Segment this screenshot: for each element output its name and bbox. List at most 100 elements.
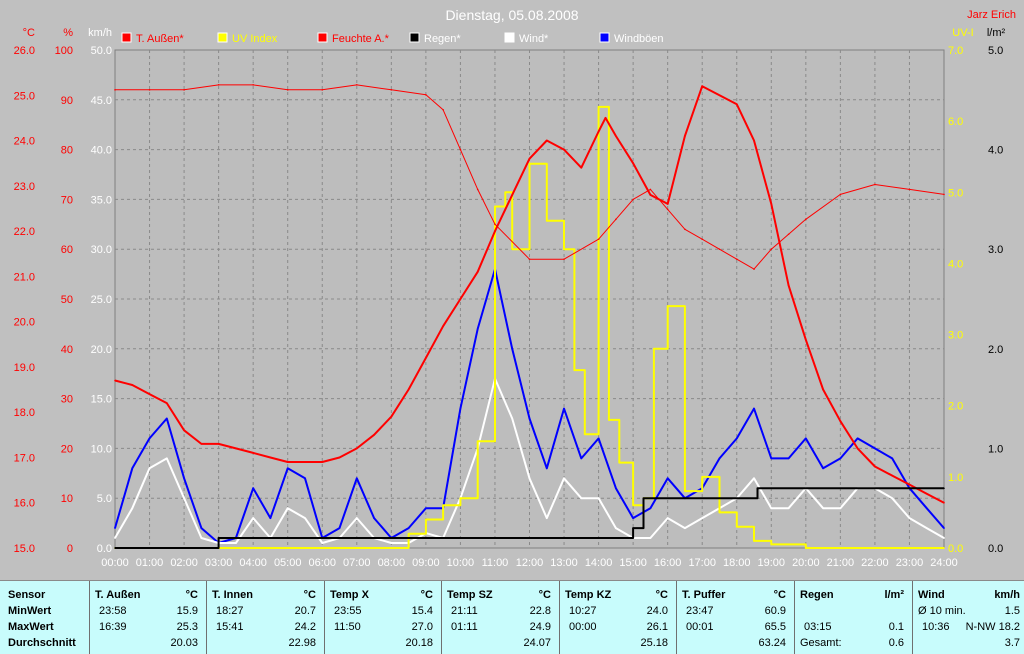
sensor-name: Temp KZ [565, 589, 612, 601]
left-axis-tick: 10 [61, 493, 73, 505]
data-point [839, 457, 842, 460]
sensor-name: Wind [918, 589, 945, 601]
avg-value: 24.07 [523, 637, 551, 649]
data-point [407, 388, 410, 391]
total-value: 0.6 [888, 637, 904, 649]
min-time: 10:27 [569, 605, 597, 617]
data-point [442, 108, 444, 111]
legend-label: Wind* [519, 33, 549, 45]
data-point [252, 487, 254, 490]
x-tick-label: 06:00 [308, 557, 336, 569]
right-axis-tick: 5.0 [948, 187, 963, 199]
data-point [580, 457, 583, 460]
data-point [563, 477, 565, 480]
left-axis-tick: 0 [67, 543, 73, 555]
data-point [200, 537, 203, 539]
avg-value: 63.24 [758, 637, 786, 649]
left-axis-tick: 15.0 [91, 394, 112, 406]
data-point [114, 527, 116, 529]
data-point [891, 474, 893, 477]
data-point [528, 417, 531, 420]
max-time: 16:39 [99, 621, 127, 633]
label-durchschnitt: Durchschnitt [8, 637, 76, 649]
left-axis-tick: 19.0 [14, 362, 35, 374]
sensor-unit: km/h [994, 589, 1020, 601]
data-point [805, 547, 807, 549]
data-point [805, 338, 807, 341]
left-axis-tick: 5.0 [97, 493, 112, 505]
data-point [653, 348, 655, 350]
right-axis-unit: l/m² [987, 27, 1006, 39]
right-axis-tick: 3.0 [988, 244, 1003, 256]
data-point [597, 437, 600, 440]
min-value: 15.4 [411, 605, 433, 617]
data-point [943, 501, 945, 504]
max-time: 00:00 [569, 621, 597, 633]
data-point [805, 437, 807, 440]
left-axis-tick: 60 [61, 244, 73, 256]
max-time: 15:41 [216, 621, 244, 633]
data-point [632, 162, 634, 164]
data-point [701, 238, 704, 241]
left-axis-tick: 90 [61, 95, 73, 107]
data-point [770, 507, 773, 509]
sensor-name: Regen [800, 589, 834, 601]
data-point [131, 467, 134, 470]
legend-label: UV Index [232, 33, 278, 45]
data-point [666, 208, 669, 211]
max-time: 10:36 [922, 621, 950, 633]
data-point [756, 487, 759, 490]
total-label: Gesamt: [800, 637, 842, 649]
data-point [545, 517, 548, 519]
label-maxwert: MaxWert [8, 621, 54, 633]
data-point [839, 507, 842, 509]
data-point [528, 477, 531, 480]
max-value: 24.2 [294, 621, 316, 633]
legend-label: T. Außen* [136, 33, 184, 45]
right-axis-tick: 0.0 [948, 543, 963, 555]
data-point [425, 357, 427, 359]
series-line-t-au-en- [114, 85, 945, 504]
data-point [573, 369, 576, 371]
min-value: 60.9 [764, 605, 786, 617]
data-point [666, 203, 669, 205]
data-point [407, 532, 410, 535]
data-point [476, 271, 479, 273]
right-axis-tick: 1.0 [988, 443, 1003, 455]
data-point [632, 527, 634, 529]
data-point [355, 447, 358, 450]
left-axis-tick: 30 [61, 394, 73, 406]
data-point [217, 84, 220, 86]
data-point [735, 437, 738, 440]
data-point [649, 194, 652, 196]
data-point [632, 198, 634, 201]
data-point [217, 537, 220, 539]
left-axis-tick: 35.0 [91, 194, 112, 206]
data-point [874, 447, 876, 450]
data-point [355, 477, 358, 480]
data-point [286, 89, 289, 91]
data-point [684, 527, 686, 529]
left-axis-unit: km/h [88, 27, 112, 39]
data-point [148, 437, 151, 440]
data-point [355, 517, 358, 519]
right-axis-tick: 7.0 [948, 45, 963, 57]
row-labels-column: Sensor MinWert MaxWert Durchschnitt [0, 581, 90, 654]
data-point [718, 511, 721, 514]
data-point [563, 258, 565, 260]
data-point [528, 258, 531, 260]
data-point [908, 483, 911, 486]
x-tick-label: 13:00 [550, 557, 578, 569]
data-point [943, 193, 945, 196]
max-value: N-NW 18.2 [965, 621, 1020, 633]
sensor-name: Temp X [330, 589, 369, 601]
legend-label: Feuchte A.* [332, 33, 390, 45]
data-point [390, 547, 393, 549]
x-tick-label: 10:00 [447, 557, 475, 569]
data-point [666, 517, 669, 519]
data-point [770, 248, 773, 250]
min-time: 23:47 [686, 605, 714, 617]
data-point [891, 497, 893, 500]
max-value: 25.3 [176, 621, 198, 633]
data-point [597, 130, 600, 133]
